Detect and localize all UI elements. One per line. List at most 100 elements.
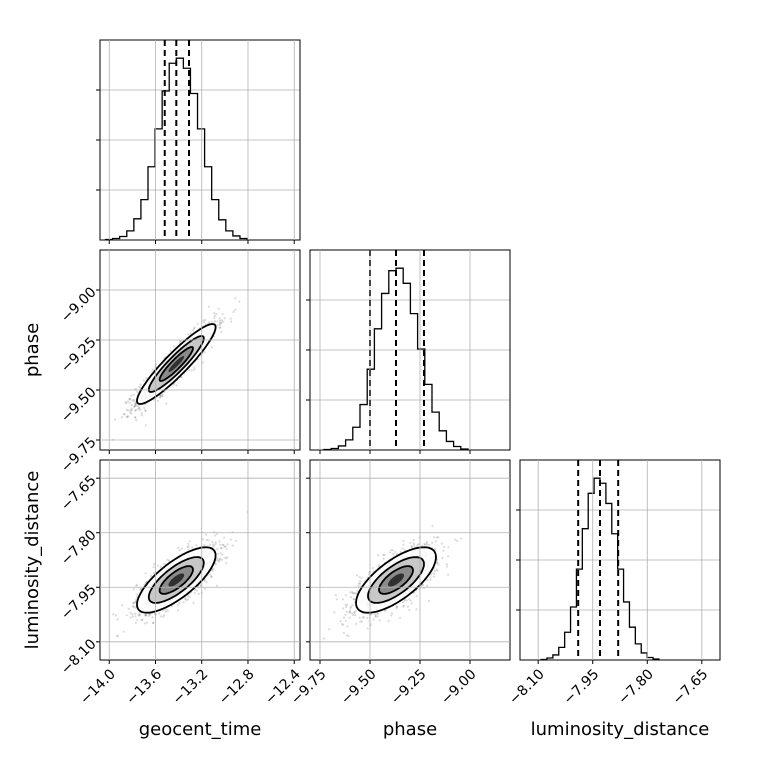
scatter-point [144,424,147,427]
scatter-point [351,604,354,607]
scatter-point [226,543,229,546]
scatter-point [140,411,143,415]
scatter-point [412,542,415,545]
ytick-label-luminosity_distance: −7.80 [58,527,100,569]
scatter-point [349,605,353,608]
density-fill-core [168,356,185,372]
scatter-point [145,614,148,617]
scatter-point [133,398,136,401]
scatter-point [186,598,189,601]
scatter-point [134,403,137,406]
scatter-point [129,398,132,401]
scatter-point [115,634,118,637]
ytick-label-luminosity_distance: −7.65 [58,473,100,515]
scatter-point [217,307,220,310]
scatter-point [435,568,438,572]
scatter-point [234,539,237,543]
ytick-label-luminosity_distance: −7.95 [58,582,100,624]
hist-panel-phase [306,249,511,454]
scatter-point [144,614,147,617]
xtick-label-geocent_time: −13.6 [123,666,165,708]
scatter-point [442,549,445,552]
panel-frame [99,249,301,451]
scatter-point [213,544,216,548]
scatter-point [426,579,429,582]
scatter-point [131,615,134,618]
scatter-point [134,416,137,419]
scatter-point [169,350,172,353]
scatter-point [341,622,344,626]
scatter-point [159,396,162,399]
scatter-point [161,393,164,396]
scatter-point [384,609,387,612]
scatter-point [399,551,402,554]
scatter-point [218,317,221,320]
scatter-point [149,613,152,616]
scatter-point [357,582,360,585]
scatter-point [219,557,222,560]
scatter-point [377,554,380,557]
scatter-point [216,324,219,327]
scatter-point [159,396,162,399]
scatter-point [216,547,219,551]
contour-inner [158,565,194,595]
scatter-point [423,542,426,546]
scatter-point [446,565,449,568]
scatter-point [382,557,385,560]
scatter-point [213,314,216,317]
scatter-point [352,598,355,601]
scatter-point [344,619,347,622]
scatter-point [395,605,398,608]
scatter-panel-geocent_time-phase [96,249,301,454]
scatter-point [213,316,216,319]
xaxis-label-geocent_time: geocent_time [139,719,262,740]
scatter-point [213,320,217,323]
scatter-panel-geocent_time-luminosity_distance [96,459,301,664]
scatter-point [196,322,199,325]
scatter-point [390,612,394,615]
scatter-point [176,604,179,607]
scatter-point [348,616,351,620]
scatter-point [383,553,386,557]
scatter-point [136,405,140,408]
scatter-point [204,533,207,536]
scatter-point [341,623,345,626]
scatter-point [354,614,357,617]
scatter-point [333,611,336,614]
scatter-point [378,619,381,622]
scatter-point [220,558,224,561]
scatter-point [410,602,413,605]
scatter-point [113,418,116,421]
scatter-point [220,330,223,333]
xtick-label-geocent_time: −12.8 [216,666,258,708]
scatter-point [148,614,151,618]
scatter-point [433,536,436,539]
scatter-point [123,413,126,416]
scatter-point [166,558,169,561]
scatter-point [180,376,183,379]
scatter-point [408,598,411,601]
scatter-point [219,321,222,324]
scatter-point [152,621,155,625]
scatter-point [440,542,443,545]
scatter-point [215,559,218,562]
xtick-label-phase: −9.25 [388,666,430,708]
scatter-point [205,538,208,542]
scatter-point [211,546,214,549]
scatter-point [138,614,141,617]
scatter-point [223,317,226,320]
contour-middle [367,556,425,604]
scatter-point [129,611,132,614]
xtick-label-phase: −9.50 [338,666,380,708]
scatter-point [135,583,138,586]
scatter-point [143,406,146,410]
scatter-point [403,549,406,552]
scatter-point [134,404,137,407]
scatter-point [443,545,446,548]
scatter-point [435,536,438,539]
panel-grid-2-0 [100,460,300,660]
scatter-point [140,619,143,622]
scatter-point [120,416,124,419]
scatter-point [219,319,222,322]
